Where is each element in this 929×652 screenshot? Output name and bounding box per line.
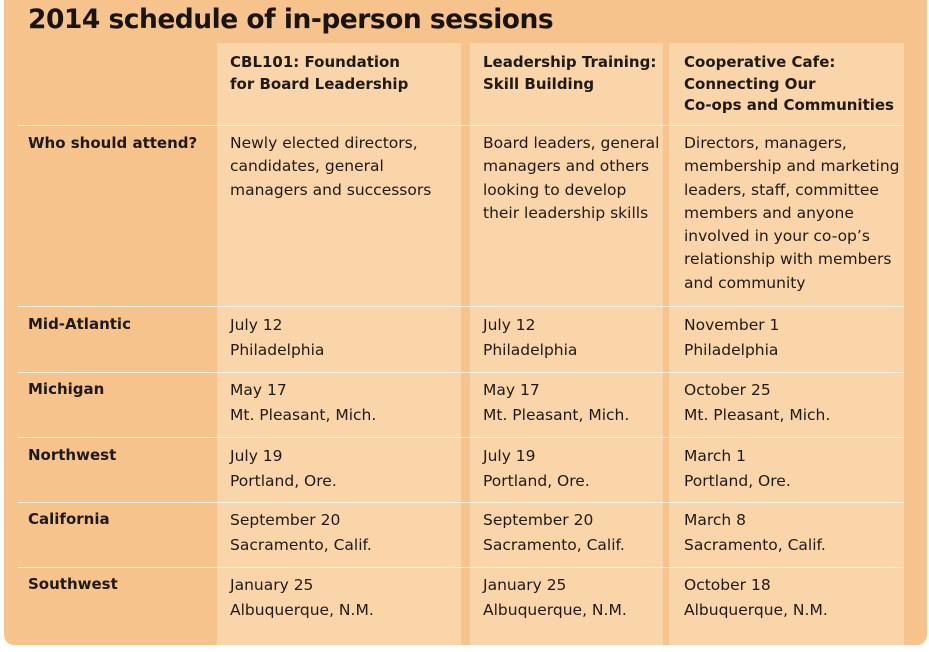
column-header-line: for Board Leadership — [230, 74, 409, 93]
session-date: October 18 — [684, 576, 771, 594]
audience-line: and community — [684, 273, 806, 292]
region-label: Southwest — [28, 575, 118, 593]
column-header-line: Cooperative Cafe: — [684, 53, 836, 71]
region-label: Michigan — [28, 380, 105, 398]
session-cell: July 19 Portland, Ore. — [483, 444, 590, 494]
session-date: January 25 — [483, 576, 567, 594]
session-cell: January 25 Albuquerque, N.M. — [230, 573, 374, 623]
session-date: July 12 — [230, 316, 283, 334]
session-place: Albuquerque, N.M. — [483, 601, 627, 619]
row-divider — [18, 372, 904, 373]
row-label-who-should-attend: Who should attend? — [28, 134, 198, 152]
session-cell: March 1 Portland, Ore. — [684, 444, 791, 494]
column-band-cbl101 — [217, 43, 461, 645]
audience-line: Board leaders, general — [483, 134, 660, 152]
region-label: California — [28, 510, 110, 528]
audience-cbl101: Newly elected directors, candidates, gen… — [230, 132, 431, 202]
session-place: Mt. Pleasant, Mich. — [230, 406, 377, 424]
audience-line: candidates, general — [230, 157, 384, 176]
audience-line: managers and others — [483, 157, 650, 176]
session-date: September 20 — [230, 511, 341, 529]
session-place: Albuquerque, N.M. — [684, 601, 828, 619]
session-place: Sacramento, Calif. — [230, 536, 372, 554]
session-cell: October 18 Albuquerque, N.M. — [684, 573, 828, 623]
session-cell: July 12 Philadelphia — [230, 313, 324, 363]
session-date: September 20 — [483, 511, 594, 529]
session-place: Portland, Ore. — [230, 472, 337, 490]
column-header-cbl101: CBL101: Foundation for Board Leadership — [230, 52, 408, 95]
session-cell: May 17 Mt. Pleasant, Mich. — [483, 378, 629, 428]
session-date: July 12 — [483, 316, 536, 334]
column-band-leadership-training — [470, 43, 663, 645]
audience-line: Directors, managers, — [684, 134, 847, 152]
session-date: October 25 — [684, 381, 771, 399]
session-cell: September 20 Sacramento, Calif. — [230, 508, 372, 558]
session-place: Philadelphia — [684, 341, 779, 359]
session-date: July 19 — [230, 447, 283, 465]
row-divider — [18, 567, 904, 568]
session-date: May 17 — [483, 381, 540, 399]
session-cell: November 1 Philadelphia — [684, 313, 779, 363]
session-cell: January 25 Albuquerque, N.M. — [483, 573, 627, 623]
column-header-line: CBL101: Foundation — [230, 53, 400, 71]
audience-cooperative-cafe: Directors, managers, membership and mark… — [684, 132, 900, 295]
session-place: Philadelphia — [483, 341, 578, 359]
column-header-line: Leadership Training: — [483, 53, 657, 71]
page-title: 2014 schedule of in-person sessions — [28, 4, 554, 35]
region-label: Mid-Atlantic — [28, 315, 131, 333]
region-label: Northwest — [28, 446, 117, 464]
audience-line: Newly elected directors, — [230, 134, 418, 152]
audience-line: managers and successors — [230, 180, 432, 199]
row-divider — [18, 306, 904, 307]
column-header-leadership-training: Leadership Training: Skill Building — [483, 52, 656, 95]
column-header-line: Co-ops and Communities — [684, 96, 894, 114]
session-place: Philadelphia — [230, 341, 325, 359]
row-divider — [18, 125, 904, 126]
session-cell: July 19 Portland, Ore. — [230, 444, 337, 494]
session-cell: September 20 Sacramento, Calif. — [483, 508, 625, 558]
audience-line: looking to develop — [483, 180, 627, 199]
session-place: Portland, Ore. — [483, 472, 590, 490]
session-cell: October 25 Mt. Pleasant, Mich. — [684, 378, 830, 428]
session-place: Sacramento, Calif. — [483, 536, 625, 554]
session-cell: March 8 Sacramento, Calif. — [684, 508, 826, 558]
audience-line: leaders, staff, committee — [684, 180, 879, 199]
audience-line: members and anyone — [684, 203, 854, 222]
audience-line: membership and marketing — [684, 157, 900, 176]
audience-line: their leadership skills — [483, 203, 649, 222]
column-header-line: Skill Building — [483, 74, 595, 93]
session-place: Portland, Ore. — [684, 472, 791, 490]
session-date: May 17 — [230, 381, 287, 399]
audience-line: involved in your co-op’s — [684, 227, 870, 246]
session-cell: July 12 Philadelphia — [483, 313, 577, 363]
session-date: July 19 — [483, 447, 536, 465]
session-date: March 1 — [684, 447, 747, 465]
session-date: March 8 — [684, 511, 747, 529]
session-place: Mt. Pleasant, Mich. — [483, 406, 630, 424]
row-divider — [18, 437, 904, 438]
row-divider — [18, 502, 904, 503]
column-header-cooperative-cafe: Cooperative Cafe: Connecting Our Co-ops … — [684, 52, 894, 117]
column-band-cooperative-cafe — [669, 43, 904, 645]
session-date: January 25 — [230, 576, 314, 594]
session-date: November 1 — [684, 316, 780, 334]
column-header-line: Connecting Our — [684, 74, 816, 93]
audience-leadership-training: Board leaders, general managers and othe… — [483, 132, 659, 225]
session-place: Albuquerque, N.M. — [230, 601, 374, 619]
session-cell: May 17 Mt. Pleasant, Mich. — [230, 378, 376, 428]
session-place: Mt. Pleasant, Mich. — [684, 406, 831, 424]
session-place: Sacramento, Calif. — [684, 536, 826, 554]
audience-line: relationship with members — [684, 250, 892, 269]
